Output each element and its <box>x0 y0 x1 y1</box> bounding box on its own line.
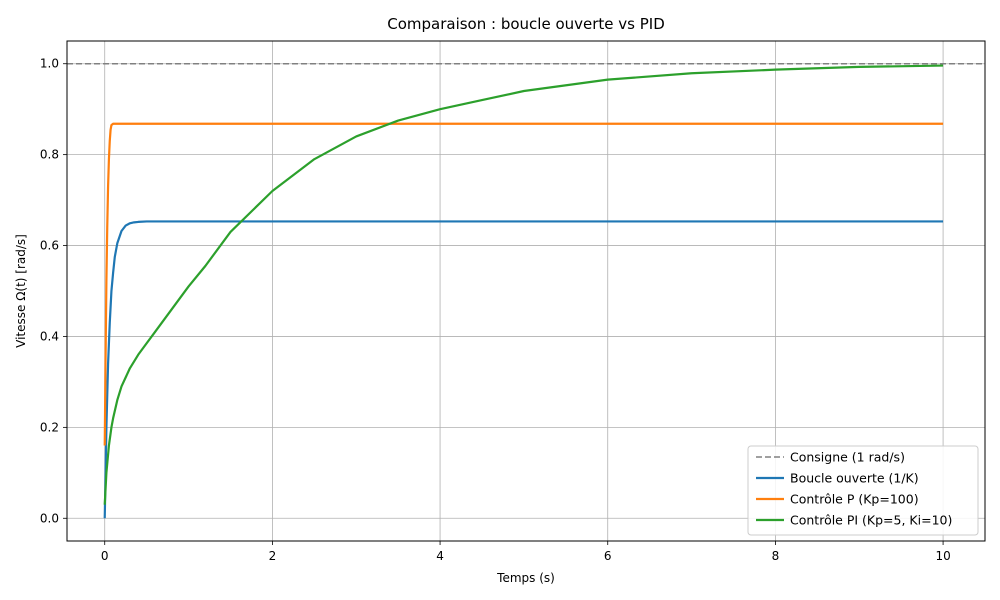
x-axis-label: Temps (s) <box>496 571 555 585</box>
legend: Consigne (1 rad/s) Boucle ouverte (1/K) Co… <box>747 445 979 536</box>
y-tick-label-1: 0.2 <box>40 420 59 434</box>
y-tick-label-0: 0.0 <box>40 511 59 525</box>
series-line-2 <box>103 64 944 505</box>
y-axis-label: Vitesse Ω(t) [rad/s] <box>14 234 28 348</box>
x-tick-label-0: 0 <box>101 549 109 563</box>
legend-label-2: Contrôle P (Kp=100) <box>790 492 919 507</box>
x-tick-label-4: 8 <box>772 549 780 563</box>
x-tick-label-1: 2 <box>269 549 277 563</box>
series-line-1 <box>103 122 944 446</box>
tick-layer: 0 2 4 6 8 10 0.0 0.2 0.4 0.6 0.8 1.0 <box>40 57 951 563</box>
plot-frame <box>66 40 986 542</box>
chart-title: Comparaison : boucle ouverte vs PID <box>387 15 665 33</box>
x-tick-label-5: 10 <box>935 549 950 563</box>
y-tick-label-3: 0.6 <box>40 239 59 253</box>
legend-label-0: Consigne (1 rad/s) <box>790 450 905 465</box>
y-tick-label-5: 1.0 <box>40 57 59 71</box>
y-tick-label-4: 0.8 <box>40 148 59 162</box>
x-tick-label-3: 6 <box>604 549 612 563</box>
legend-label-3: Contrôle PI (Kp=5, Ki=10) <box>790 513 952 528</box>
y-tick-label-2: 0.4 <box>40 329 59 343</box>
x-tick-label-2: 4 <box>436 549 444 563</box>
legend-label-1: Boucle ouverte (1/K) <box>790 471 919 486</box>
legend-box <box>747 445 979 536</box>
series-line-0 <box>103 220 944 519</box>
series-layer <box>103 64 944 519</box>
